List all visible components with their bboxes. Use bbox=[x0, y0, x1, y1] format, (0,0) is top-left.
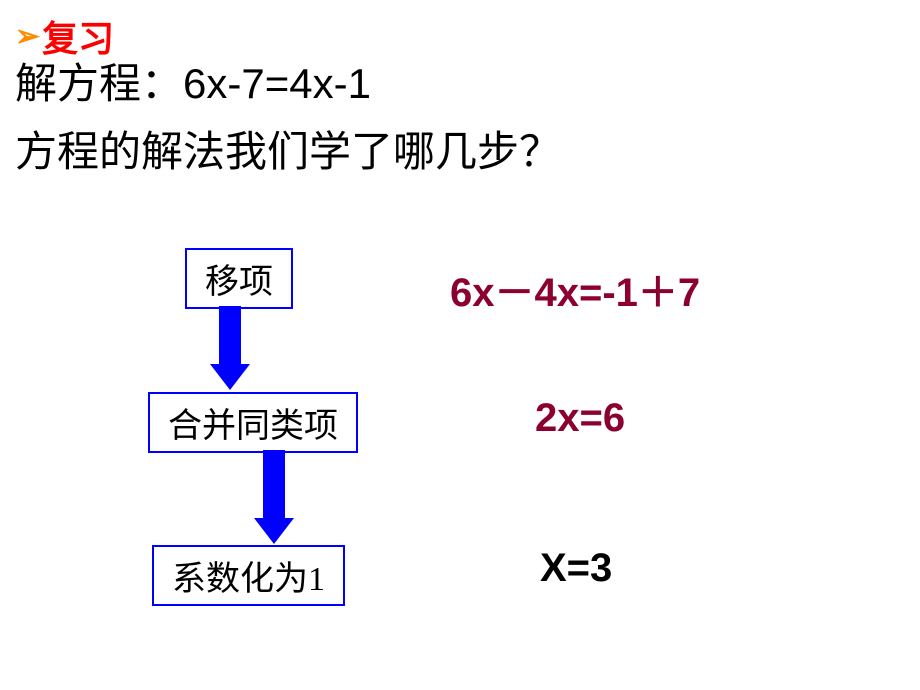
arrow-2 bbox=[262, 450, 286, 544]
step3-box: 系数化为1 bbox=[152, 545, 345, 606]
chevron-icon: ➢ bbox=[15, 19, 40, 54]
question-line2: 方程的解法我们学了哪几步？ bbox=[15, 118, 561, 179]
arrow-head-icon bbox=[210, 364, 250, 390]
step2-result: 2x=6 bbox=[535, 396, 625, 441]
step2-box: 合并同类项 bbox=[148, 392, 358, 453]
step3-result: X=3 bbox=[540, 546, 612, 591]
arrow-1 bbox=[218, 306, 242, 390]
step1-box: 移项 bbox=[185, 248, 293, 309]
arrow-shaft bbox=[219, 306, 241, 364]
arrow-head-icon bbox=[254, 518, 294, 544]
arrow-shaft bbox=[263, 450, 285, 518]
step1-result: 6x－4x=-1＋7 bbox=[450, 260, 700, 318]
question-line1: 解方程：6x-7=4x-1 bbox=[15, 50, 371, 111]
